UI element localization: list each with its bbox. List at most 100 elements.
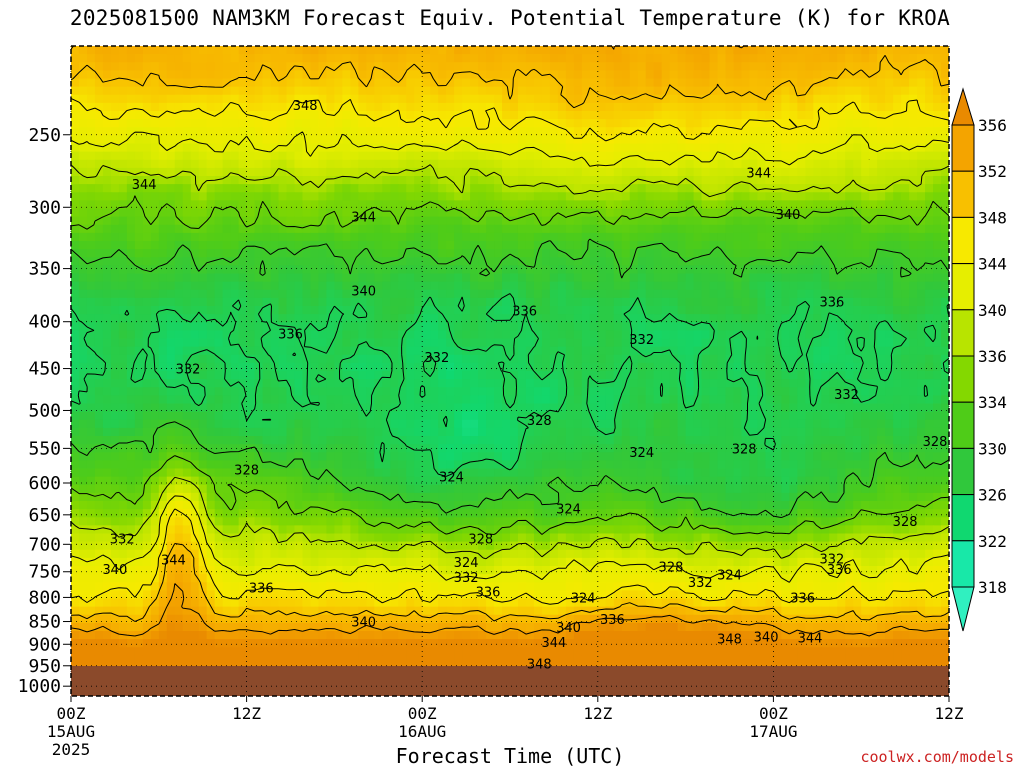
x-tick-label: 12Z	[583, 704, 612, 723]
y-tick-label: 900	[28, 634, 61, 655]
colorbar-segment	[951, 216, 975, 265]
contour-label: 348	[717, 632, 742, 647]
x-tick-label: 00Z	[57, 704, 86, 723]
colorbar-tick-label: 318	[978, 578, 1007, 597]
contour-label: 328	[923, 435, 948, 450]
y-tick-label: 600	[28, 473, 61, 494]
x-tick-label: 00Z	[408, 704, 437, 723]
y-tick-label: 550	[28, 438, 61, 459]
contour-lines	[71, 46, 949, 637]
colorbar-tick-label: 356	[978, 116, 1007, 135]
contour-label: 332	[629, 333, 654, 348]
colorbar-tick-label: 340	[978, 301, 1007, 320]
x-tick-label: 12Z	[935, 704, 964, 723]
contour-label: 340	[102, 563, 127, 578]
y-tick-label: 700	[28, 534, 61, 555]
contour-324	[71, 293, 949, 477]
x-tick-date: 17AUG	[749, 722, 797, 741]
contour-label: 344	[746, 167, 771, 182]
contour-label: 332	[834, 388, 859, 403]
contour-label: 324	[439, 470, 464, 485]
y-tick-label: 650	[28, 505, 61, 526]
x-tick-label: 12Z	[232, 704, 261, 723]
contour-label: 328	[659, 560, 684, 575]
contour-labels: 3483443443443403403363363363323323323323…	[102, 99, 947, 673]
plot-frame	[70, 45, 950, 697]
contour-label: 328	[468, 533, 493, 548]
contour-label: 340	[351, 616, 376, 631]
contour-352	[71, 46, 949, 637]
x-tick-date: 16AUG	[398, 722, 446, 741]
y-tick-label: 750	[28, 562, 61, 583]
contour-label: 340	[556, 621, 581, 636]
contour-328	[71, 238, 949, 518]
chart-title: 2025081500 NAM3KM Forecast Equiv. Potent…	[69, 6, 951, 30]
contour-label: 328	[732, 442, 757, 457]
y-tick-label: 450	[28, 359, 61, 380]
contour-label: 344	[351, 210, 376, 225]
colorbar-segment	[951, 447, 975, 496]
colorbar-tick-label: 330	[978, 439, 1007, 458]
contour-label: 340	[351, 285, 376, 300]
x-axis-title: Forecast Time (UTC)	[395, 744, 625, 768]
contour-label: 348	[293, 99, 318, 114]
y-tick-label: 250	[28, 125, 61, 146]
contour-label: 340	[776, 208, 801, 223]
contour-label: 332	[820, 552, 845, 567]
contour-label: 332	[688, 576, 713, 591]
contour-label: 344	[541, 636, 566, 651]
colorbar-tick-label: 336	[978, 347, 1007, 366]
contour-label: 328	[893, 515, 918, 530]
contour-label: 344	[161, 553, 186, 568]
contour-label: 348	[527, 658, 552, 673]
y-tick-label: 400	[28, 312, 61, 333]
contour-340	[71, 131, 949, 583]
colorbar-segment	[951, 124, 975, 172]
y-tick-label: 850	[28, 612, 61, 633]
contour-label: 332	[176, 363, 201, 378]
colorbar-segment	[951, 263, 975, 311]
contour-label: 336	[512, 305, 537, 320]
contour-label: 344	[798, 632, 823, 647]
color-filled-field	[71, 46, 949, 696]
contour-label: 328	[234, 464, 259, 479]
colorbar-segment	[951, 309, 975, 357]
contour-label: 336	[278, 327, 303, 342]
contour-336	[71, 164, 949, 560]
colorbar-segment	[951, 401, 975, 449]
colorbar-tick-label: 334	[978, 393, 1007, 412]
colorbar-tick-label: 352	[978, 162, 1007, 181]
x-tick-date: 15AUG	[47, 722, 95, 741]
y-axis: 250 300 350 400 450 500 550 600 650 700 750 800 8509…	[18, 125, 71, 697]
contour-label: 336	[249, 581, 274, 596]
colorbar-tick-label: 348	[978, 208, 1007, 227]
colorbar-tick-label: 326	[978, 486, 1007, 505]
contour-label: 328	[527, 414, 552, 429]
y-tick-label: 300	[28, 197, 61, 218]
colorbar-segment	[951, 355, 975, 403]
x-tick-year: 2025	[52, 740, 91, 759]
colorbar-tick-label: 322	[978, 532, 1007, 551]
colorbar-legend: 356 352 348 344 340 336 334 330 326 322 318	[951, 87, 1007, 632]
contour-label: 324	[629, 446, 654, 461]
y-tick-label: 1000	[18, 676, 61, 697]
colorbar-extend-bottom	[951, 586, 975, 632]
colorbar-segment	[951, 494, 975, 542]
colorbar-segment	[951, 170, 975, 218]
contour-label: 324	[571, 591, 596, 606]
contour-label: 336	[476, 585, 501, 600]
contour-label: 332	[454, 571, 479, 586]
contour-344	[71, 98, 949, 605]
y-tick-label: 500	[28, 400, 61, 421]
y-tick-label: 350	[28, 259, 61, 280]
contour-label: 324	[556, 503, 581, 518]
colorbar-tick-label: 344	[978, 255, 1007, 274]
contour-label: 332	[424, 351, 449, 366]
ground-below-surface	[71, 666, 949, 696]
contour-label: 324	[454, 556, 479, 571]
colorbar-extend-top	[951, 87, 975, 126]
contour-label: 336	[827, 563, 852, 578]
y-tick-label: 800	[28, 587, 61, 608]
contour-label: 332	[110, 533, 135, 548]
